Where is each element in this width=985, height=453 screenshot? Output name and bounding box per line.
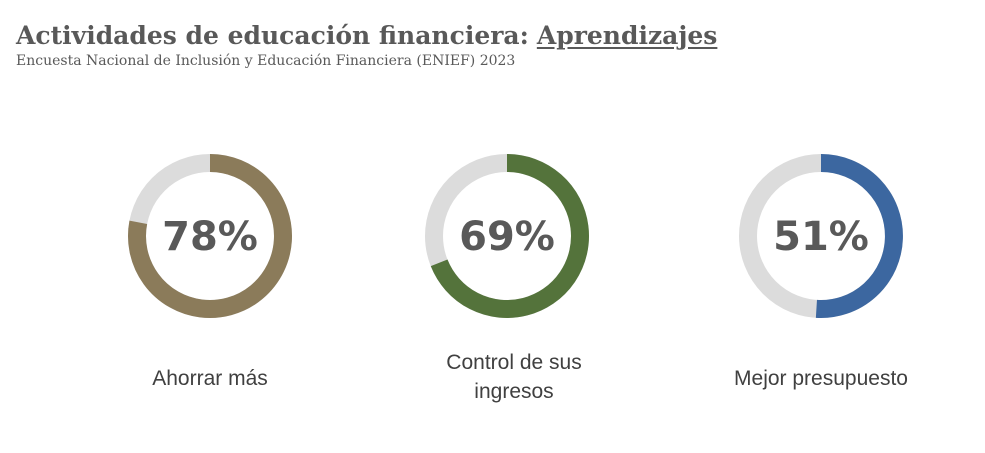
category-label-line: Ahorrar más: [152, 367, 268, 390]
donut-ahorrar: 78%: [126, 152, 294, 320]
category-label-control: Control de sus ingresos: [404, 348, 624, 406]
category-label-ahorrar: Ahorrar más: [100, 364, 320, 393]
donut-svg-control: 69%: [425, 154, 589, 318]
donut-value-control: 69%: [459, 214, 555, 260]
donut-value-ahorrar: 78%: [162, 214, 258, 260]
category-label-line: Control de sus: [446, 351, 582, 374]
chart-title-main: Actividades de educación financiera:: [16, 21, 529, 50]
donut-svg-presupuesto: 51%: [739, 154, 903, 318]
donut-value-presupuesto: 51%: [773, 214, 869, 260]
category-label-presupuesto: Mejor presupuesto: [711, 364, 931, 393]
donut-svg-ahorrar: 78%: [128, 154, 292, 318]
donut-presupuesto: 51%: [737, 152, 905, 320]
donut-arc-ahorrar: [128, 154, 292, 318]
chart-header: Actividades de educación financiera: Apre…: [16, 20, 717, 70]
chart-title-highlight: Aprendizajes: [536, 21, 718, 50]
donut-arc-presupuesto: [815, 154, 903, 318]
category-label-line: Mejor presupuesto: [734, 367, 908, 390]
category-label-line: ingresos: [474, 380, 554, 403]
chart-subtitle: Encuesta Nacional de Inclusión y Educaci…: [16, 53, 516, 69]
chart-title: Actividades de educación financiera: Apre…: [16, 20, 717, 52]
donut-control: 69%: [423, 152, 591, 320]
donut-arc-control: [430, 154, 589, 318]
